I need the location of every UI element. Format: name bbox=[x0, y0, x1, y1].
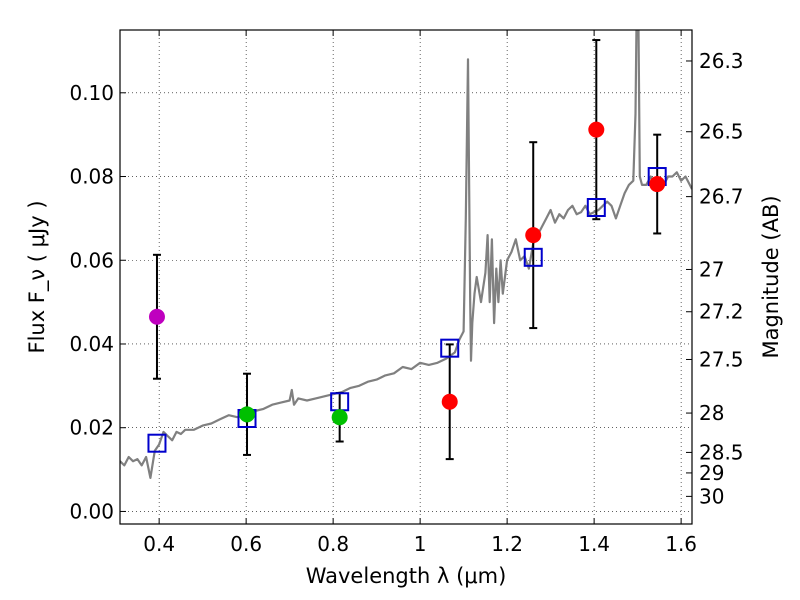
x-tick-label: 0.6 bbox=[230, 532, 262, 556]
x-tick-label: 1.4 bbox=[578, 532, 610, 556]
mag-tick-label: 28 bbox=[699, 401, 724, 425]
x-axis-label: Wavelength λ (μm) bbox=[306, 564, 507, 588]
x-tick-label: 1 bbox=[414, 532, 427, 556]
mag-tick-label: 26.3 bbox=[699, 49, 744, 73]
model-photometry-squares bbox=[147, 167, 667, 453]
observed-point bbox=[148, 308, 165, 325]
plot-frame bbox=[119, 29, 693, 525]
mag-tick-label: 28.5 bbox=[699, 440, 744, 464]
observed-point bbox=[239, 406, 256, 423]
observed-point bbox=[588, 121, 605, 138]
y-tick-label: 0.06 bbox=[69, 248, 114, 272]
axis-ticks: 0.4 0.6 0.8 1 1.2 1.4 1.6 0.00 0.02 0.04 0.06 0.08 0… bbox=[69, 30, 744, 556]
mag-tick-label: 26.5 bbox=[699, 120, 744, 144]
y-axis-label: Flux F_ν ( μJy ) bbox=[25, 200, 50, 353]
spectrum-line bbox=[120, 30, 692, 479]
observed-point bbox=[331, 409, 348, 426]
right-axis-label: Magnitude (AB) bbox=[759, 195, 783, 358]
y-tick-label: 0.08 bbox=[69, 165, 114, 189]
x-tick-label: 1.6 bbox=[665, 532, 697, 556]
mag-tick-label: 27.5 bbox=[699, 347, 744, 371]
mag-tick-label: 26.7 bbox=[699, 185, 744, 209]
mag-tick-label: 27.2 bbox=[699, 300, 744, 324]
y-tick-label: 0.04 bbox=[69, 332, 114, 356]
y-tick-label: 0.02 bbox=[69, 416, 114, 440]
model-spectrum bbox=[120, 30, 692, 479]
mag-tick-label: 27 bbox=[699, 257, 724, 281]
observed-photometry-points bbox=[148, 121, 666, 426]
observed-point bbox=[525, 227, 542, 244]
mag-tick-label: 29 bbox=[699, 461, 724, 485]
model-square bbox=[523, 247, 543, 267]
observed-point bbox=[441, 393, 458, 410]
observed-point bbox=[649, 176, 666, 193]
model-square bbox=[586, 198, 606, 218]
model-square bbox=[440, 338, 460, 358]
y-tick-label: 0.00 bbox=[69, 499, 114, 523]
model-square bbox=[147, 433, 167, 453]
mag-tick-label: 30 bbox=[699, 484, 724, 508]
x-tick-label: 1.2 bbox=[491, 532, 523, 556]
y-tick-label: 0.10 bbox=[69, 81, 114, 105]
x-tick-label: 0.4 bbox=[143, 532, 175, 556]
x-tick-label: 0.8 bbox=[317, 532, 349, 556]
